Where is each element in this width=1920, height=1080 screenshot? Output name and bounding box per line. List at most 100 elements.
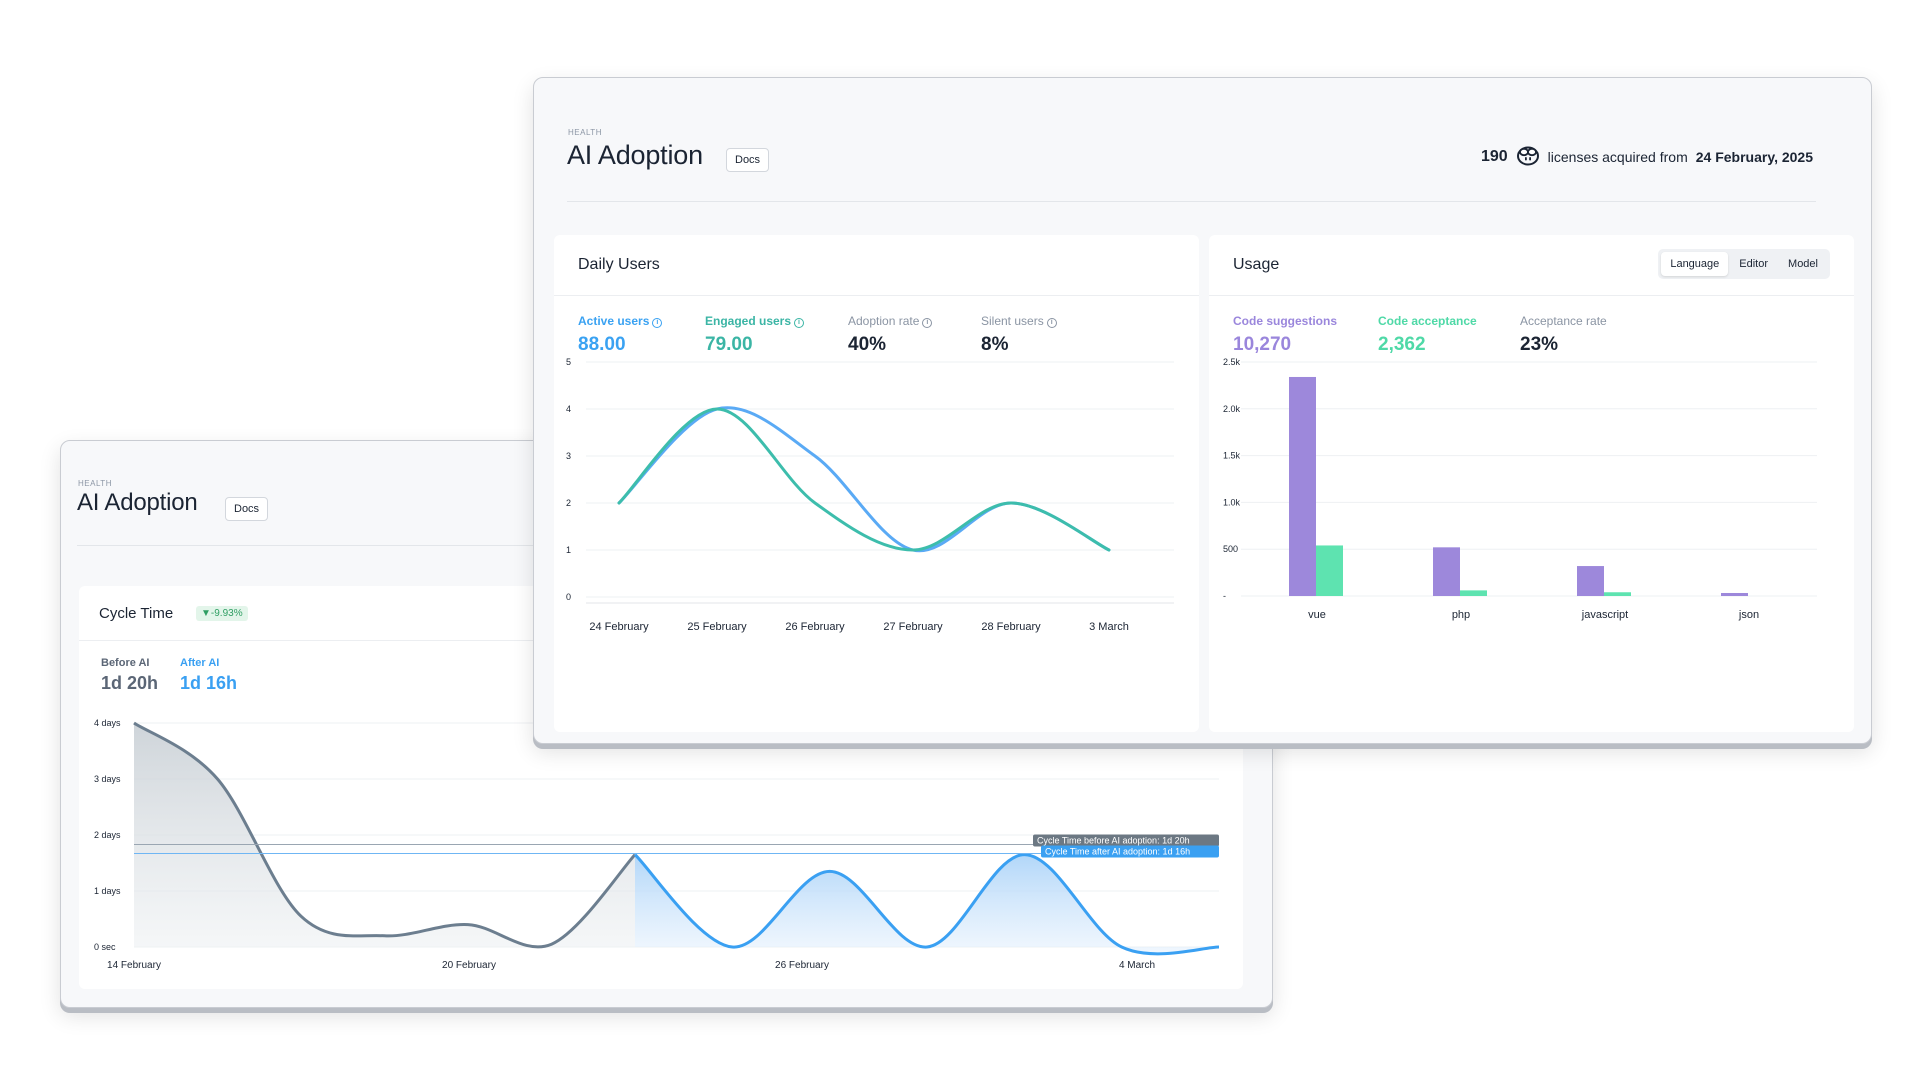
cycle-after-area (635, 854, 1219, 954)
docs-button[interactable]: Docs (726, 148, 770, 172)
metric-silent-users: Silent users i 8% (981, 314, 1057, 356)
metric-label: Before AI (101, 657, 150, 669)
metric-value: 1d 16h (180, 673, 238, 693)
x-tick-label: 24 February (589, 621, 649, 633)
section-eyebrow: HEALTH (78, 479, 112, 488)
usage-title: Usage (1233, 256, 1280, 273)
metric-label: Code acceptance (1378, 314, 1477, 328)
acceptance-bar (1316, 545, 1343, 596)
metric-before-ai: Before AI 1d 20h (101, 657, 158, 694)
section-eyebrow: HEALTH (568, 128, 602, 137)
y-tick-label: 1 (566, 545, 571, 555)
metric-value: 23% (1520, 334, 1559, 355)
metric-acceptance-rate: Acceptance rate 23% (1520, 314, 1607, 356)
x-tick-label: 4 March (1119, 960, 1155, 971)
usage-card: Usage Language Editor Model Code suggest… (1209, 235, 1854, 732)
metric-label: Adoption rate (848, 314, 920, 328)
copilot-icon (1516, 144, 1540, 169)
daily-users-chart: 0 1 2 3 4 5 24 February 25 February 26 February 2… (566, 357, 1174, 633)
daily-users-title: Daily Users (578, 256, 660, 273)
metric-value: 88.00 (578, 334, 626, 355)
y-tick-label: - (1223, 591, 1226, 601)
usage-tab-group: Language Editor Model (1658, 249, 1830, 279)
header-divider (567, 201, 1816, 202)
licenses-text: licenses acquired from (1547, 148, 1688, 165)
x-tick-label: json (1738, 609, 1759, 621)
tab-language[interactable]: Language (1661, 252, 1729, 276)
metric-value: 79.00 (705, 334, 753, 355)
suggestions-bar (1433, 547, 1460, 596)
suggestions-bar (1577, 566, 1604, 596)
info-icon[interactable]: i (922, 318, 933, 328)
page-title: AI Adoption (567, 140, 703, 170)
info-icon[interactable]: i (1046, 318, 1057, 328)
active-users-line (617, 406, 1111, 553)
y-tick-label: 2.0k (1223, 404, 1241, 414)
tooltip-after-bg (1041, 845, 1219, 858)
docs-button[interactable]: Docs (225, 497, 269, 521)
tooltip-before-text: Cycle Time before AI adoption: 1d 20h (1037, 836, 1190, 846)
metric-code-acceptance: Code acceptance 2,362 (1378, 314, 1477, 356)
card-divider (1209, 295, 1854, 296)
metric-label: After AI (180, 657, 220, 669)
y-tick-label: 2 days (94, 830, 121, 840)
info-icon[interactable]: i (652, 318, 663, 328)
tab-model[interactable]: Model (1788, 258, 1818, 270)
x-tick-label: php (1452, 609, 1470, 621)
metric-value: 1d 20h (101, 673, 159, 693)
x-tick-label: 27 February (883, 621, 943, 633)
x-tick-label: vue (1308, 609, 1326, 621)
metric-value: 2,362 (1378, 334, 1426, 355)
card-divider (554, 295, 1199, 296)
metric-value: 8% (981, 334, 1009, 355)
tab-editor[interactable]: Editor (1739, 258, 1769, 270)
x-tick-label: 3 March (1089, 621, 1129, 633)
cycle-time-title: Cycle Time (99, 605, 174, 622)
y-tick-label: 1.5k (1223, 451, 1241, 461)
x-tick-label: javascript (1581, 609, 1628, 621)
suggestions-bar (1289, 376, 1316, 596)
y-tick-label: 1.0k (1223, 497, 1241, 507)
y-tick-label: 2 (566, 498, 571, 508)
metric-value: 10,270 (1233, 334, 1292, 355)
metric-adoption-rate: Adoption rate i 40% (848, 314, 933, 356)
tooltip-before-bg (1033, 834, 1219, 847)
ai-adoption-window-front: HEALTH AI Adoption Docs 190 licenses acq… (533, 77, 1872, 744)
cycle-before-area (134, 723, 635, 947)
y-tick-label: 5 (566, 357, 571, 367)
cycle-after-line (633, 853, 1220, 956)
x-tick-label: 26 February (785, 621, 845, 633)
y-tick-label: 4 days (94, 718, 121, 728)
y-tick-label: 500 (1223, 544, 1238, 554)
info-icon[interactable]: i (794, 318, 805, 328)
metric-label: Acceptance rate (1520, 314, 1607, 328)
y-tick-label: 2.5k (1223, 357, 1241, 367)
page-title: AI Adoption (77, 489, 198, 516)
y-tick-label: 0 (566, 592, 571, 602)
cycle-change-badge: ▼-9.93% (196, 606, 248, 621)
x-tick-label: 20 February (442, 960, 496, 971)
y-tick-label: 3 (566, 451, 571, 461)
metric-code-suggestions: Code suggestions 10,270 (1233, 314, 1337, 356)
x-tick-label: 25 February (687, 621, 747, 633)
cycle-before-line (133, 721, 637, 949)
metric-label: Active users (578, 314, 650, 328)
cycle-time-chart: 0 sec 1 days 2 days 3 days 4 days 14 February… (94, 718, 1220, 971)
y-tick-label: 4 (566, 404, 571, 414)
metric-active-users: Active users i 88.00 (578, 314, 663, 356)
acceptance-bar (1604, 592, 1631, 596)
acceptance-bar (1460, 590, 1487, 596)
metric-after-ai: After AI 1d 16h (180, 657, 237, 694)
metric-engaged-users: Engaged users i 79.00 (705, 314, 805, 356)
x-tick-label: 26 February (775, 960, 829, 971)
x-tick-label: 14 February (107, 960, 161, 971)
metric-label: Code suggestions (1233, 314, 1338, 328)
metric-value: 40% (848, 334, 887, 355)
licenses-date: 24 February, 2025 (1695, 148, 1813, 165)
metric-label: Engaged users (705, 314, 792, 328)
metric-label: Silent users (981, 314, 1044, 328)
usage-bar-chart: - 500 1.0k 1.5k 2.0k 2.5k vue php javascript json (1223, 357, 1817, 621)
licenses-summary: 190 licenses acquired from 24 February, … (1481, 144, 1813, 169)
x-tick-label: 28 February (981, 621, 1041, 633)
engaged-users-line (617, 407, 1111, 552)
